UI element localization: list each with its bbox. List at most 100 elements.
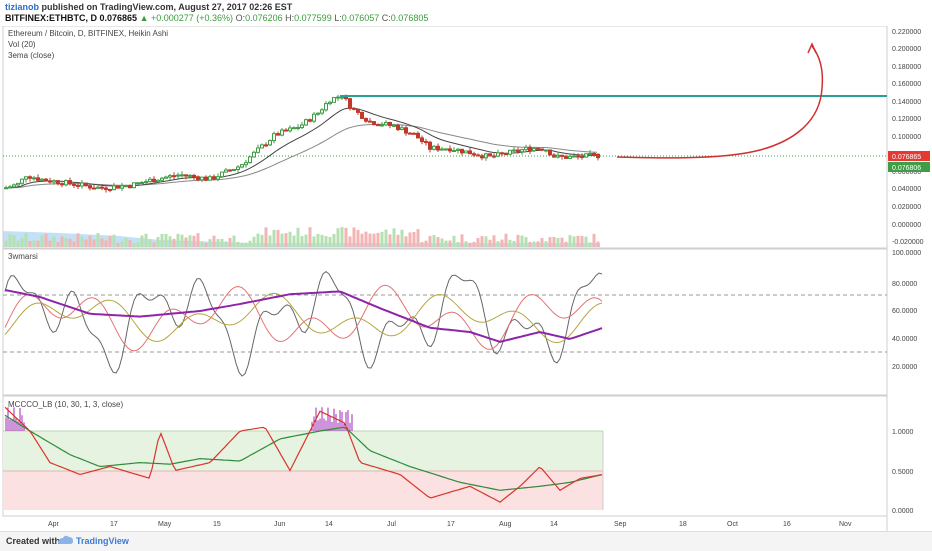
tradingview-logo-icon bbox=[58, 535, 73, 544]
volume-bars bbox=[3, 227, 600, 247]
candle-body bbox=[132, 182, 136, 189]
rsi-scale[interactable]: 100.0000 80.0000 60.0000 40.0000 20.0000 bbox=[892, 250, 921, 371]
candle-body bbox=[420, 137, 424, 143]
volume-bar bbox=[268, 235, 272, 247]
volume-bar bbox=[504, 233, 508, 247]
candle-body bbox=[64, 180, 68, 186]
volume-bar bbox=[188, 235, 192, 247]
volume-bar bbox=[84, 239, 88, 247]
candle-body bbox=[160, 177, 164, 181]
high-value: 0.077599 bbox=[294, 13, 332, 23]
candle-body bbox=[508, 149, 512, 155]
candle-body bbox=[372, 121, 376, 126]
price-tick: 0.140000 bbox=[892, 99, 921, 106]
candle-body bbox=[220, 171, 224, 178]
volume-bar bbox=[304, 234, 308, 247]
candle-body bbox=[528, 146, 532, 152]
volume-bar bbox=[512, 240, 516, 247]
candle-body bbox=[224, 169, 228, 173]
volume-bar bbox=[272, 229, 276, 247]
candle-body bbox=[248, 156, 252, 164]
volume-bar bbox=[36, 240, 40, 247]
chart-canvas[interactable]: Ethereum / Bitcoin, D, BITFINEX, Heikin … bbox=[0, 26, 932, 531]
volume-bar bbox=[532, 241, 536, 247]
volume-bar bbox=[4, 240, 8, 247]
candle-body bbox=[72, 183, 76, 186]
volume-bar bbox=[356, 229, 360, 247]
volume-bar bbox=[552, 236, 556, 247]
low-label: L: bbox=[334, 13, 342, 23]
candle-body bbox=[404, 127, 408, 134]
rsi-red-line bbox=[4, 284, 603, 352]
main-pane[interactable] bbox=[2, 26, 888, 249]
candle-body bbox=[16, 182, 20, 186]
volume-bar bbox=[312, 236, 316, 247]
candle-body bbox=[388, 122, 392, 126]
cco-red-line bbox=[4, 406, 603, 503]
volume-bar bbox=[540, 238, 544, 247]
candle-body bbox=[212, 176, 216, 180]
cco-tick: 0.0000 bbox=[892, 508, 914, 515]
candle-body bbox=[504, 153, 508, 156]
forecast-curve[interactable] bbox=[616, 45, 824, 159]
volume-bar bbox=[24, 233, 28, 247]
volume-bar bbox=[572, 236, 576, 247]
rsi-olive-line bbox=[4, 292, 603, 344]
time-tick: Sep bbox=[614, 521, 627, 528]
symbol-label: BITFINEX:ETHBTC, D bbox=[5, 13, 97, 23]
candle-body bbox=[312, 113, 316, 122]
candle-body bbox=[280, 129, 284, 136]
cco-scale[interactable]: 1.0000 0.5000 0.0000 bbox=[892, 429, 914, 515]
candle-body bbox=[100, 186, 104, 189]
candle-body bbox=[216, 176, 220, 180]
candle-body bbox=[140, 181, 144, 184]
volume-bar bbox=[180, 234, 184, 247]
main-price-scale[interactable]: 0.220000 0.200000 0.180000 0.160000 0.14… bbox=[892, 29, 924, 246]
candle-body bbox=[364, 117, 368, 122]
candle-body bbox=[356, 108, 360, 113]
candle-body bbox=[548, 149, 552, 156]
candle-body bbox=[568, 155, 572, 159]
volume-bar bbox=[544, 241, 548, 247]
time-tick: 16 bbox=[783, 521, 791, 528]
chart-header: tizianob published on TradingView.com, A… bbox=[0, 0, 932, 26]
cco-red-zone bbox=[3, 471, 603, 510]
cco-tick: 0.5000 bbox=[892, 469, 914, 476]
volume-bar bbox=[80, 236, 84, 247]
price-tick: 0.040000 bbox=[892, 186, 921, 193]
candle-body bbox=[96, 186, 100, 189]
candle-body bbox=[68, 180, 72, 185]
open-value: 0.076206 bbox=[245, 13, 283, 23]
volume-bar bbox=[324, 236, 328, 247]
volume-study-label: Vol (20) bbox=[8, 40, 36, 49]
volume-bar bbox=[456, 242, 460, 247]
candle-body bbox=[512, 149, 516, 152]
volume-bar bbox=[340, 227, 344, 247]
volume-bar bbox=[320, 234, 324, 247]
volume-bar bbox=[332, 233, 336, 247]
candle-body bbox=[308, 119, 312, 122]
time-axis[interactable]: Apr 17 May 15 Jun 14 Jul 17 Aug 14 Sep 1… bbox=[48, 521, 852, 528]
candle-body bbox=[536, 147, 540, 150]
time-tick: May bbox=[158, 521, 172, 528]
volume-bar bbox=[240, 242, 244, 247]
candle-body bbox=[428, 141, 432, 150]
volume-bar bbox=[564, 241, 568, 247]
volume-bar bbox=[72, 241, 76, 247]
tradingview-brand[interactable]: TradingView bbox=[76, 536, 129, 546]
ema-slow-line bbox=[4, 123, 598, 189]
volume-bar bbox=[420, 242, 424, 247]
close-label: C: bbox=[381, 13, 391, 23]
rsi-tick: 40.0000 bbox=[892, 336, 917, 343]
candle-body bbox=[400, 127, 404, 131]
volume-bar bbox=[316, 233, 320, 247]
candle-body bbox=[196, 176, 200, 181]
candle-body bbox=[260, 144, 264, 149]
author-link[interactable]: tizianob bbox=[5, 2, 39, 12]
rsi-pane[interactable] bbox=[2, 248, 888, 396]
volume-bar bbox=[48, 240, 52, 247]
candle-body bbox=[60, 183, 64, 186]
volume-bar bbox=[20, 238, 24, 247]
candle-body bbox=[468, 150, 472, 155]
candle-body bbox=[144, 181, 148, 184]
